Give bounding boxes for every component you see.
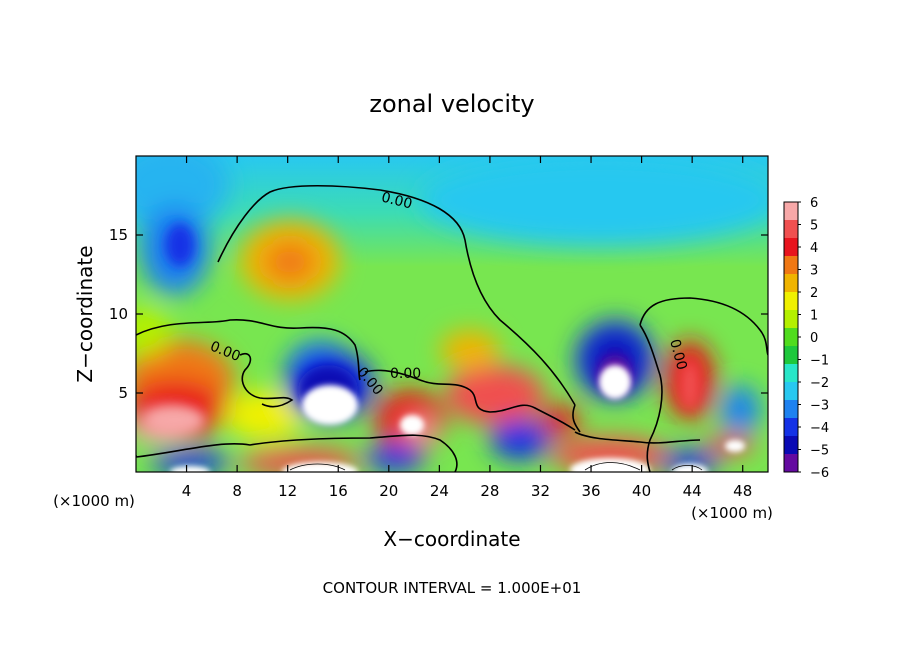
y-axis-label: Z−coordinate: [73, 245, 97, 382]
zero-contours: [136, 184, 768, 472]
x-axis: 4 8 12 16 20 24 28 32 36 40 44 48: [182, 156, 752, 500]
colorbar-tick-label: −6: [810, 466, 829, 481]
contour-upper-dome: [136, 184, 581, 433]
x-tick-label: 48: [733, 482, 752, 500]
colorbar-swatch: [784, 364, 798, 383]
colorbar-tick-label: −4: [810, 421, 829, 436]
colorbar-swatch: [784, 436, 798, 455]
contour-lower-band: [136, 434, 458, 472]
x-tick-label: 16: [329, 482, 348, 500]
colorbar-swatch: [784, 454, 798, 473]
x-tick-label: 32: [531, 482, 550, 500]
contour-label: 0.00: [390, 366, 421, 382]
x-tick-label: 24: [430, 482, 449, 500]
x-tick-label: 44: [683, 482, 702, 500]
colorbar-tick-label: 0: [810, 331, 818, 346]
contour-near-surface: [574, 431, 701, 444]
x-tick-label: 20: [379, 482, 398, 500]
colorbar-swatch: [784, 274, 798, 293]
contour-left-wiggle: [239, 352, 294, 408]
colorbar-swatch: [784, 328, 798, 347]
colorbar-tick-label: 5: [810, 219, 818, 234]
colorbar-swatch: [784, 202, 798, 221]
contour-interval-note: CONTOUR INTERVAL = 1.000E+01: [323, 579, 582, 597]
colorbar-tick-label: 6: [810, 196, 818, 211]
colorbar-tick-label: 4: [810, 241, 818, 256]
y-tick-label: 10: [109, 305, 128, 323]
x-tick-label: 4: [182, 482, 192, 500]
colorbar-swatch: [784, 220, 798, 239]
x-tick-label: 12: [278, 482, 297, 500]
contour-label: 0.00: [380, 190, 414, 213]
colorbar-tick-label: −5: [810, 444, 829, 459]
y-axis: 5 10 15: [109, 226, 768, 402]
thin-contours: [289, 462, 703, 471]
y-tick-label: 15: [109, 226, 128, 244]
colorbar-swatch: [784, 310, 798, 329]
colorbar-swatch: [784, 256, 798, 275]
x-tick-label: 36: [581, 482, 600, 500]
colorbar-tick-label: 2: [810, 286, 818, 301]
x-axis-label: X−coordinate: [383, 527, 520, 551]
chart-title: zonal velocity: [369, 90, 534, 118]
plot-area: 0.00 0.00 0.00 0.00 0.00: [136, 156, 768, 472]
colorbar-swatch: [784, 382, 798, 401]
colorbar-tick-label: −1: [810, 354, 829, 369]
x-unit-label-right: (×1000 m): [691, 504, 773, 522]
contour-right-lobe: [639, 297, 768, 472]
contour-label: 0.00: [666, 337, 690, 371]
contour-mid-wiggle: [364, 369, 576, 431]
x-tick-label: 40: [632, 482, 651, 500]
colorbar-swatch: [784, 292, 798, 311]
colorbar-swatch: [784, 400, 798, 419]
x-tick-label: 28: [480, 482, 499, 500]
colorbar-swatch: [784, 346, 798, 365]
colorbar-tick-label: 3: [810, 264, 818, 279]
colorbar-tick-label: −2: [810, 376, 829, 391]
colorbar-tick-label: −3: [810, 399, 829, 414]
colorbar-tick-label: 1: [810, 309, 818, 324]
y-tick-label: 5: [118, 384, 128, 402]
x-unit-label-left: (×1000 m): [53, 492, 135, 510]
field-blobs: [136, 156, 768, 472]
x-tick-label: 8: [232, 482, 242, 500]
saturated-regions: [170, 365, 745, 472]
colorbar-swatch: [784, 418, 798, 437]
colorbar: 6 5 4 3 2 1 0 −1 −2 −3 −4 −5 −6: [783, 196, 829, 481]
colorbar-swatch: [784, 238, 798, 257]
